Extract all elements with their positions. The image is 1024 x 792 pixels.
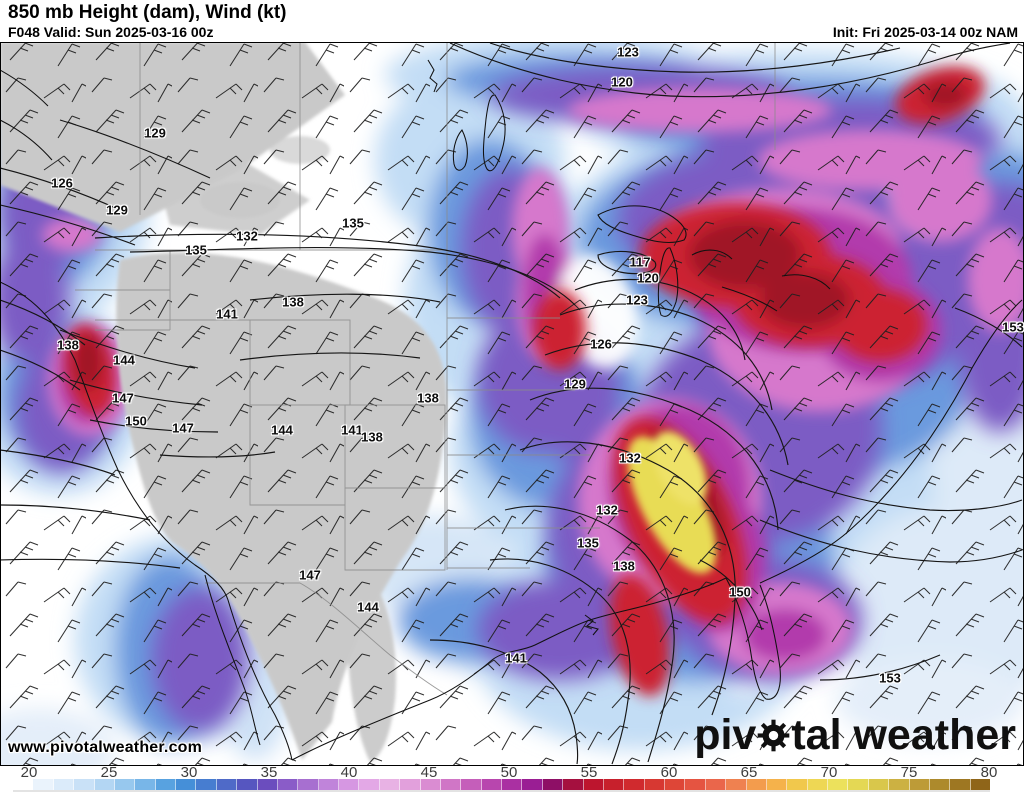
colorbar-segment — [155, 779, 176, 790]
gear-icon — [757, 715, 790, 752]
colorbar-segment — [339, 779, 360, 790]
colorbar-segment — [787, 779, 808, 790]
colorbar-segment — [929, 779, 951, 790]
legend-tick: 65 — [740, 764, 758, 781]
colorbar-segment — [135, 779, 156, 790]
colorbar-segment — [746, 779, 767, 790]
colorbar-segment — [196, 779, 217, 790]
legend-tick: 25 — [100, 764, 118, 781]
colorbar-segment — [889, 779, 910, 790]
height-contours — [1, 43, 1023, 765]
colorbar-segment — [33, 779, 54, 790]
colorbar-segment — [848, 779, 869, 790]
legend-tick: 45 — [420, 764, 438, 781]
colorbar-segment — [624, 779, 645, 790]
header: 850 mb Height (dam), Wind (kt) F048 Vali… — [0, 0, 1024, 42]
page-title: 850 mb Height (dam), Wind (kt) — [8, 2, 287, 23]
model-init-label: Init: Fri 2025-03-14 00z NAM — [832, 24, 1018, 40]
colorbar-segment — [502, 779, 523, 790]
map-graphics — [1, 43, 1023, 765]
colorbar-segment — [379, 779, 401, 790]
logo-text-piv: piv — [694, 711, 757, 759]
colorbar-segment — [53, 779, 75, 790]
colorbar-segment — [909, 779, 930, 790]
colorbar-segment — [298, 779, 319, 790]
legend-tick: 70 — [820, 764, 838, 781]
colorbar-segment — [970, 779, 990, 790]
colorbar-segment — [440, 779, 462, 790]
colorbar-segment — [237, 779, 258, 790]
colorbar-segment — [603, 779, 625, 790]
colorbar-segment — [583, 779, 604, 790]
legend-tick: 60 — [660, 764, 678, 781]
colorbar-segment — [522, 779, 543, 790]
colorbar-segment — [94, 779, 115, 790]
colorbar-segment — [828, 779, 849, 790]
colorbar-segment — [644, 779, 665, 790]
colorbar-segment — [277, 779, 299, 790]
colorbar-segment — [726, 779, 747, 790]
legend-tick: 50 — [500, 764, 518, 781]
legend-tick: 35 — [260, 764, 278, 781]
state-borders — [75, 43, 776, 696]
colorbar-segment — [461, 779, 482, 790]
colorbar-segment — [868, 779, 890, 790]
colorbar-segment — [176, 779, 197, 790]
colorbar-segment — [481, 779, 502, 790]
colorbar-segment — [114, 779, 136, 790]
legend-tick: 40 — [340, 764, 358, 781]
colorbar-segment — [766, 779, 788, 790]
colorbar-segment — [216, 779, 238, 790]
colorbar-segment — [13, 779, 34, 790]
colorbar-segment — [400, 779, 421, 790]
legend-tick-labels: 20 25 30 35 40 45 50 55 60 65 70 75 80 — [0, 764, 1024, 781]
wind-speed-legend: 20 25 30 35 40 45 50 55 60 65 70 75 80 — [0, 764, 1024, 792]
legend-tick: 20 — [20, 764, 38, 781]
legend-tick: 80 — [980, 764, 998, 781]
colorbar-segment — [420, 779, 441, 790]
legend-tick: 30 — [180, 764, 198, 781]
colorbar-segment — [318, 779, 339, 790]
colorbar-segment — [359, 779, 380, 790]
colorbar-segment — [563, 779, 584, 790]
wind-barbs-layer — [1, 43, 1023, 765]
coastlines — [1, 59, 1023, 761]
colorbar-segment — [685, 779, 706, 790]
colorbar-segment — [542, 779, 564, 790]
watermark: www.pivotalweather.com — [8, 739, 203, 756]
colorbar-segment — [665, 779, 686, 790]
weather-map-canvas — [0, 42, 1024, 766]
colorbar-segment — [807, 779, 828, 790]
pivotal-weather-logo: piv tal weather — [694, 712, 1016, 758]
colorbar — [13, 779, 990, 792]
legend-tick: 75 — [900, 764, 918, 781]
legend-tick: 55 — [580, 764, 598, 781]
colorbar-segment — [950, 779, 971, 790]
colorbar-segment — [705, 779, 727, 790]
logo-text-tal-weather: tal weather — [791, 711, 1016, 759]
colorbar-segment — [257, 779, 278, 790]
colorbar-segment — [74, 779, 95, 790]
forecast-valid-label: F048 Valid: Sun 2025-03-16 00z — [8, 24, 214, 40]
